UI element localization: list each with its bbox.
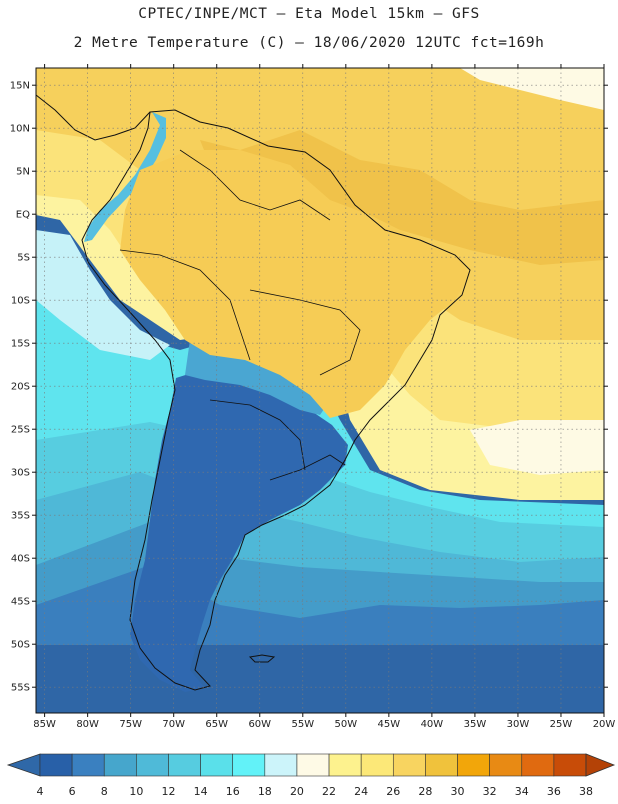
lat-label: 40S [11,554,30,565]
lon-label: 85W [33,719,56,730]
lon-label: 70W [162,719,185,730]
longitude-labels: 85W 80W 75W 70W 65W 60W 55W 50W 45W 40W 35W 30W 25W 2… [33,719,615,730]
lat-label: 25S [11,425,30,436]
colorbar: 4 6 8 10 12 14 16 18 20 22 24 26 28 30 32 34 36 38 [6,753,616,798]
lat-label: 10N [10,124,30,135]
colorbar-label: 32 [483,785,497,798]
lat-label: 15N [10,81,30,92]
field-band-16-18-pacific [36,230,170,360]
border-internal-1 [179,149,331,221]
map-frame [35,67,605,714]
lat-label: 30S [11,468,30,479]
map-title-line-1: CPTEC/INPE/MCT – Eta Model 15km – GFS [138,6,480,22]
lat-label: 15S [11,339,30,350]
colorbar-swatch [136,753,169,777]
colorbar-label: 24 [354,785,368,798]
south-america-outline [81,109,471,691]
colorbar-swatch [489,753,523,777]
lon-label: 45W [378,719,401,730]
lat-label: 55S [11,683,30,694]
lon-label: 80W [76,719,99,730]
lat-label: 5N [16,167,30,178]
lon-label: 35W [464,719,487,730]
lat-label: 10S [11,296,30,307]
colorbar-label: 14 [194,785,208,798]
lat-label: EQ [16,210,30,221]
colorbar-swatch [39,753,73,777]
colorbar-low-arrow [6,753,41,777]
lon-label: 25W [550,719,573,730]
border-internal-5 [269,454,346,481]
border-internal-2 [119,249,251,361]
lon-label: 20W [593,719,616,730]
colorbar-label: 18 [258,785,272,798]
lon-label: 75W [119,719,142,730]
border-internal-3 [249,289,361,376]
map-title-line-2: 2 Metre Temperature (C) – 18/06/2020 12U… [73,35,545,51]
colorbar-swatch [360,753,394,777]
colorbar-label: 34 [515,785,529,798]
lon-label: 50W [335,719,358,730]
colorbar-high-arrow [585,753,616,777]
colorbar-label: 22 [322,785,336,798]
colorbar-label: 8 [101,785,108,798]
colorbar-label: 26 [386,785,400,798]
colorbar-swatch [328,753,362,777]
field-band-20-22-north [460,68,604,110]
temperature-field [36,68,604,713]
lat-label: 5S [17,253,30,264]
colorbar-swatch [521,753,555,777]
colorbar-label: 16 [226,785,240,798]
falkland-islands [248,654,276,663]
colorbar-swatch [200,753,234,777]
colorbar-swatch [457,753,490,777]
lat-label: 50S [11,640,30,651]
colorbar-swatch [264,753,298,777]
colorbar-swatch [103,753,137,777]
field-band-28-30 [200,130,604,265]
lat-label: 20S [11,382,30,393]
colorbar-label: 36 [547,785,561,798]
colorbar-swatch [425,753,458,777]
border-internal-4 [209,399,306,471]
lat-label: 35S [11,511,30,522]
field-band-20-22-southeast [470,420,604,475]
lon-label: 65W [205,719,228,730]
colorbar-label: 10 [129,785,143,798]
colorbar-swatch [296,753,330,777]
lon-label: 30W [507,719,530,730]
colorbar-label: 30 [451,785,465,798]
colorbar-swatch [168,753,201,777]
colorbar-swatch [71,753,105,777]
field-land-interior [120,150,470,418]
latitude-labels: 15N 10N 5N EQ 5S 10S 15S 20S 25S 30S 35S 40S 45S 50S 5… [10,81,30,694]
field-andes-north [84,112,166,242]
colorbar-label: 38 [579,785,593,798]
lon-label: 55W [291,719,314,730]
colorbar-label: 4 [37,785,44,798]
graticule [32,64,608,717]
colorbar-label: 20 [290,785,304,798]
colorbar-label: 6 [69,785,76,798]
colorbar-swatch [392,753,426,777]
colorbar-label: 28 [418,785,432,798]
lon-label: 60W [248,719,271,730]
lon-label: 40W [421,719,444,730]
lat-label: 45S [11,597,30,608]
colorbar-swatch [553,753,587,777]
field-land-south [130,372,348,692]
colorbar-swatch [232,753,266,777]
colorbar-label: 12 [161,785,175,798]
